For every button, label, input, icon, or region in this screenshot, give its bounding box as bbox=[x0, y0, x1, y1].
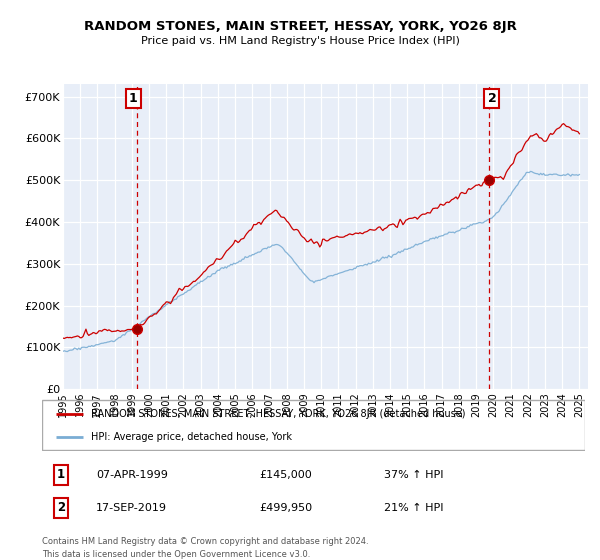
Text: HPI: Average price, detached house, York: HPI: Average price, detached house, York bbox=[91, 432, 292, 442]
Text: 07-APR-1999: 07-APR-1999 bbox=[97, 470, 168, 480]
Text: Price paid vs. HM Land Registry's House Price Index (HPI): Price paid vs. HM Land Registry's House … bbox=[140, 36, 460, 46]
Text: RANDOM STONES, MAIN STREET, HESSAY, YORK, YO26 8JR (detached house): RANDOM STONES, MAIN STREET, HESSAY, YORK… bbox=[91, 409, 466, 419]
Text: 21% ↑ HPI: 21% ↑ HPI bbox=[384, 503, 443, 513]
Text: £145,000: £145,000 bbox=[259, 470, 312, 480]
Text: 37% ↑ HPI: 37% ↑ HPI bbox=[384, 470, 443, 480]
Text: 2: 2 bbox=[57, 501, 65, 514]
Text: 17-SEP-2019: 17-SEP-2019 bbox=[97, 503, 167, 513]
Text: RANDOM STONES, MAIN STREET, HESSAY, YORK, YO26 8JR: RANDOM STONES, MAIN STREET, HESSAY, YORK… bbox=[83, 20, 517, 32]
Text: 1: 1 bbox=[57, 468, 65, 481]
Text: Contains HM Land Registry data © Crown copyright and database right 2024.
This d: Contains HM Land Registry data © Crown c… bbox=[42, 538, 368, 559]
Text: 1: 1 bbox=[128, 92, 137, 105]
Text: £499,950: £499,950 bbox=[259, 503, 313, 513]
Text: 2: 2 bbox=[488, 92, 496, 105]
